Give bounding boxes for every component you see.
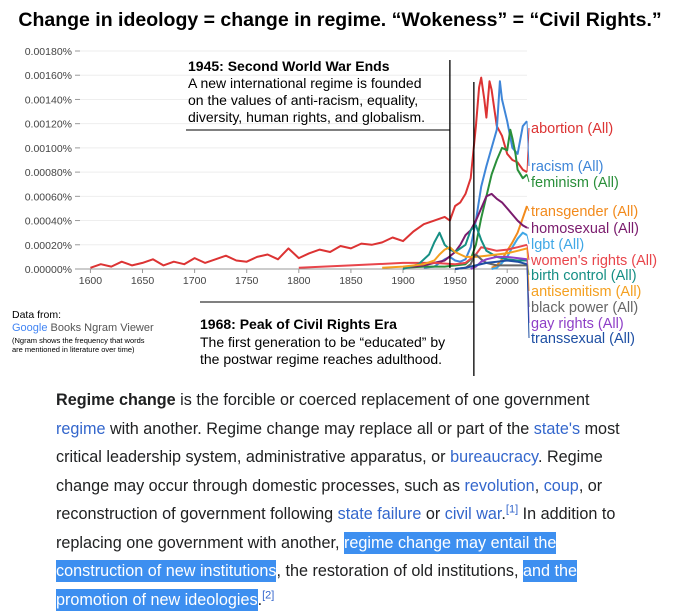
series-line-antisemitism-all: [382, 246, 528, 269]
series-line-abortion-all: [90, 76, 528, 269]
link-civil-war[interactable]: civil war: [444, 505, 502, 523]
legend-label: gay rights (All): [531, 316, 624, 332]
annotation-text-1945: diversity, human rights, and globalism.: [188, 109, 425, 125]
text-segment: most critical leadership system, adminis…: [56, 419, 620, 467]
x-tick-label: 1850: [339, 275, 363, 287]
y-tick-label: 0.00160%: [25, 70, 72, 82]
headline: Change in ideology = change in regime. “…: [18, 9, 662, 31]
annotation-title-1968: 1968: Peak of Civil Rights Era: [200, 316, 397, 332]
y-tick-label: 0.00100%: [25, 143, 72, 155]
x-tick-label: 1650: [131, 275, 155, 287]
y-tick-label: 0.00020%: [25, 240, 72, 252]
y-tick-label: 0.00040%: [25, 216, 72, 228]
y-tick-label: 0.00120%: [25, 119, 72, 131]
link-state-failure[interactable]: state failure: [337, 505, 422, 523]
legend-label: lgbt (All): [531, 237, 584, 253]
legend-label: transsexual (All): [531, 331, 635, 347]
link-revolution[interactable]: revolution: [464, 476, 535, 495]
x-tick-label: 1600: [79, 275, 103, 287]
series-line-racism-all: [423, 80, 528, 269]
legend-label: feminism (All): [531, 175, 619, 191]
annotation-text-1945: on the values of anti-racism, equality,: [188, 92, 418, 108]
series-line-transgender-all: [491, 205, 528, 269]
series-line-transsexual-all: [454, 259, 528, 270]
legend-leader: [526, 264, 530, 339]
annotation-text-1968: The first generation to be “educated” by: [200, 334, 445, 350]
legend-label: transgender (All): [531, 204, 638, 220]
y-tick-label: 0.00080%: [25, 167, 72, 179]
link-bureaucracy[interactable]: bureaucracy: [450, 448, 538, 466]
text-segment: ,: [534, 476, 544, 495]
legend-leader: [526, 244, 530, 261]
chart-legend: abortion (All) racism (All)feminism (All)…: [526, 121, 657, 347]
reference-1[interactable]: [1]: [505, 503, 519, 516]
y-tick-label: 0.00060%: [25, 191, 72, 203]
ngram-chart: 0.00000% 0.00020% 0.00040% 0.00060% 0.00080%…: [25, 46, 657, 376]
legend-label: birth control (All): [531, 268, 637, 284]
x-tick-label: 2000: [496, 275, 520, 287]
legend-label: abortion (All): [531, 121, 613, 137]
x-tick-label: 1700: [183, 275, 207, 287]
credit-label: Data from:: [12, 309, 62, 321]
legend-leader: [526, 121, 530, 167]
legend-label: women's rights (All): [530, 253, 657, 269]
reference-2[interactable]: [2]: [262, 589, 275, 602]
y-tick-label: 0.00180%: [25, 46, 72, 58]
series-line-black-power-all: [454, 253, 527, 270]
x-tick-label: 1750: [235, 275, 259, 287]
text-segment: , the restoration of old institutions,: [276, 562, 523, 580]
text-segment: . Regime change may occur through domest…: [56, 448, 603, 495]
text-segment: .: [501, 505, 506, 523]
text-segment: or: [421, 505, 445, 523]
annotation-text-1945: A new international regime is founded: [188, 75, 421, 91]
text-segment: is the forcible or coerced replacement o…: [175, 391, 590, 409]
y-tick-label: 0.00140%: [25, 94, 72, 106]
term-regime-change: Regime change: [56, 391, 176, 409]
series-line-feminism-all: [402, 128, 528, 269]
legend-leader: [526, 174, 530, 183]
text-segment: with another. Regime change may replace …: [105, 419, 534, 438]
chart-grid: [80, 50, 527, 270]
link-regime[interactable]: regime: [56, 419, 106, 438]
legend-label: black power (All): [531, 300, 638, 316]
google-logo: Google: [12, 322, 48, 334]
legend-label: racism (All): [531, 159, 604, 175]
x-tick-label: 1900: [391, 275, 415, 287]
y-axis: 0.00000% 0.00020% 0.00040% 0.00060% 0.00080%…: [25, 46, 80, 276]
legend-leader: [526, 248, 530, 292]
annotation-text-1968: the postwar regime reaches adulthood.: [200, 351, 442, 367]
y-tick-label: 0.00000%: [25, 264, 72, 276]
x-tick-label: 1950: [443, 275, 467, 287]
link-coup[interactable]: coup: [543, 476, 579, 495]
wiki-excerpt: Regime change is the forcible or coerced…: [56, 386, 636, 614]
google-ngram-logo: Google Books Ngram Viewer: [12, 322, 154, 335]
text-segment: In addition to replacing one government …: [56, 505, 616, 552]
text-segment: , or reconstruction of government follow…: [56, 476, 603, 524]
x-axis: 1600 1650 1700 1750 1800 1850 1900 1950 2000: [79, 269, 519, 287]
x-tick-label: 1800: [287, 275, 311, 287]
annotation-title-1945: 1945: Second World War Ends: [188, 58, 390, 74]
ngram-viewer-name: Books Ngram Viewer: [50, 322, 154, 334]
legend-leader: [526, 234, 530, 245]
chart-series: [90, 76, 528, 270]
credit-note: (Ngram shows the frequency that words ar…: [12, 336, 145, 354]
data-credit: Data from: Google Books Ngram Viewer (Ng…: [12, 309, 154, 354]
link-states[interactable]: state's: [533, 419, 581, 438]
text-segment: .: [257, 590, 263, 609]
legend-label: homosexual (All): [531, 221, 639, 237]
legend-leader: [526, 205, 530, 212]
legend-label: antisemitism (All): [531, 284, 641, 300]
